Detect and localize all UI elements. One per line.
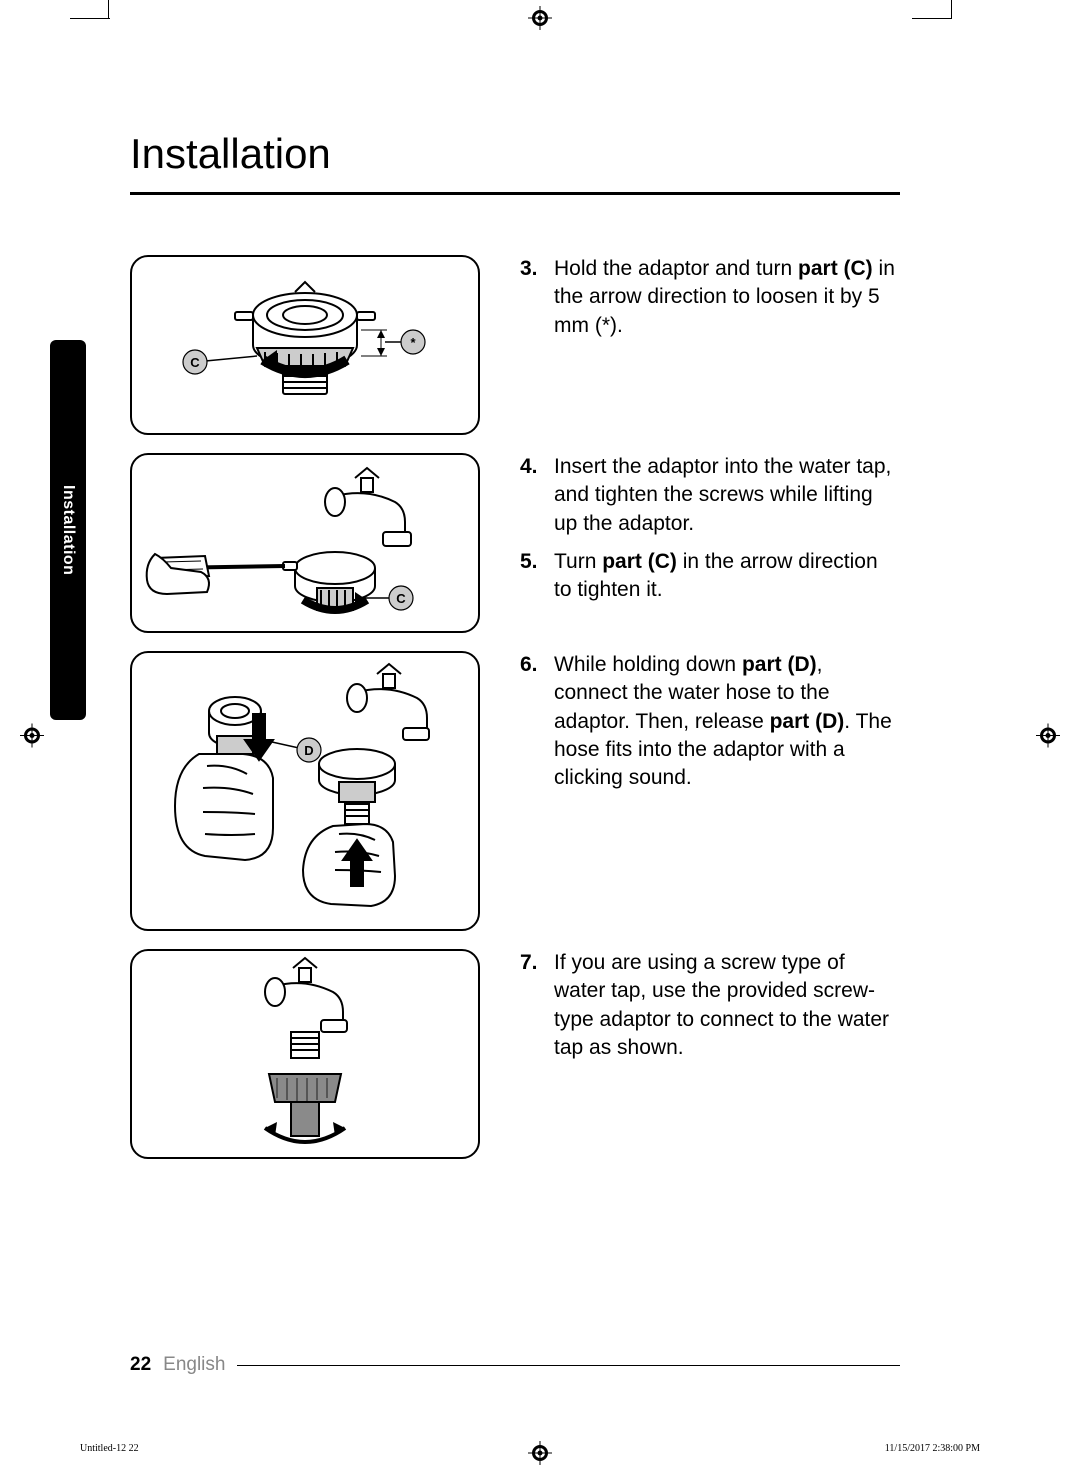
footer-rule [237, 1365, 900, 1366]
section-tab: Installation [50, 340, 86, 720]
callout-label: C [190, 355, 200, 370]
step-text: If you are using a screw type of water t… [554, 949, 900, 1062]
step-number: 5. [520, 548, 546, 605]
step-text: Hold the adaptor and turn part (C) in th… [554, 255, 900, 340]
figure-step-4-5: C [130, 453, 480, 633]
step-text: While holding down part (D), connect the… [554, 651, 900, 793]
figure-step-3: C * [130, 255, 480, 435]
page-language: English [163, 1354, 225, 1376]
instruction-text: 3.Hold the adaptor and turn part (C) in … [520, 255, 900, 350]
figure-step-7 [130, 949, 480, 1159]
instruction-text: 7.If you are using a screw type of water… [520, 949, 900, 1072]
step-text: Insert the adaptor into the water tap, a… [554, 453, 900, 538]
registration-mark-icon [528, 1441, 552, 1470]
print-slug-left: Untitled-12 22 [80, 1443, 139, 1454]
callout-label: D [304, 743, 313, 758]
instruction-row: C 4.Insert the adaptor into the water ta… [130, 453, 900, 633]
step-number: 7. [520, 949, 546, 1062]
step-number: 6. [520, 651, 546, 793]
instruction-row: D 6.While holding down part (D), connect… [130, 651, 900, 931]
instruction-row: 7.If you are using a screw type of water… [130, 949, 900, 1159]
registration-mark-icon [20, 724, 44, 753]
page-content: Installation [130, 130, 900, 1376]
callout-label: C [396, 591, 406, 606]
print-slug-right: 11/15/2017 2:38:00 PM [885, 1443, 980, 1454]
figure-step-6: D [130, 651, 480, 931]
page-number: 22 [130, 1354, 151, 1376]
section-tab-label: Installation [59, 485, 77, 575]
registration-mark-icon [1036, 724, 1060, 753]
page-footer: 22 English [130, 1354, 900, 1376]
step-number: 3. [520, 255, 546, 340]
step-text: Turn part (C) in the arrow direction to … [554, 548, 900, 605]
page-title: Installation [130, 130, 900, 195]
instruction-row: C * 3.Hold the adaptor and turn part (C)… [130, 255, 900, 435]
registration-mark-icon [528, 6, 552, 35]
instruction-text: 6.While holding down part (D), connect t… [520, 651, 900, 803]
instruction-text: 4.Insert the adaptor into the water tap,… [520, 453, 900, 615]
step-number: 4. [520, 453, 546, 538]
